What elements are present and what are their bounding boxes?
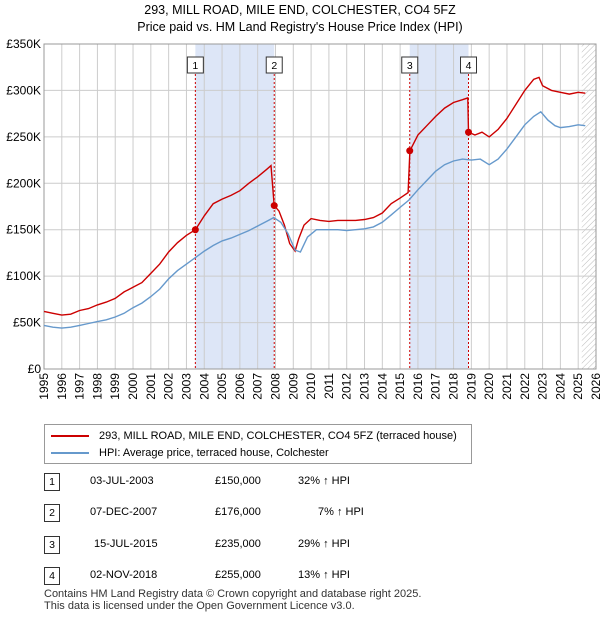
price-chart: 1 2 3 4 £0 £50K £100K £150K £200K £250K £300K £350K… [6, 37, 600, 400]
x-tick-label: 2008 [268, 373, 282, 400]
x-tick-label: 2003 [179, 373, 193, 400]
x-tick-label: 2018 [447, 373, 461, 400]
sale-number-box [401, 56, 419, 74]
x-tick-label: 1998 [90, 373, 104, 400]
sale-hpi-change: 7% ↑ HPI [318, 506, 364, 518]
shaded-ownership-range [409, 44, 469, 369]
sale-date: 02-NOV-2018 [90, 569, 158, 581]
sale-number-label: 1 [192, 60, 198, 72]
chart-legend: 293, MILL ROAD, MILE END, COLCHESTER, CO… [44, 424, 472, 464]
sale-price: £150,000 [215, 475, 261, 487]
table-row: 3 15-JUL-2015 £235,000 29% ↑ HPI [0, 536, 600, 556]
x-tick-label: 2017 [429, 373, 443, 400]
x-tick-label: 2002 [162, 373, 176, 400]
sale-number-box [460, 56, 478, 74]
x-tick-label: 2001 [144, 373, 158, 400]
x-tick-label: 1999 [108, 373, 122, 400]
sale-price: £255,000 [215, 569, 261, 581]
x-tick-label: 2012 [340, 373, 354, 400]
footer-line-copyright: Contains HM Land Registry data © Crown c… [44, 588, 422, 600]
sale-badge: 1 [44, 473, 60, 491]
x-tick-label: 2007 [251, 373, 265, 400]
x-tick-label: 2026 [589, 373, 600, 400]
sale-hpi-change: 13% ↑ HPI [298, 569, 350, 581]
x-tick-label: 2023 [536, 373, 550, 400]
sale-date: 03-JUL-2003 [90, 475, 154, 487]
sale-number-label: 2 [271, 60, 277, 72]
x-tick-label: 2010 [304, 373, 318, 400]
x-tick-label: 2000 [126, 373, 140, 400]
x-tick-label: 2004 [197, 373, 211, 400]
plot-frame [43, 43, 597, 370]
x-tick-label: 2019 [464, 373, 478, 400]
chart-title-address: 293, MILL ROAD, MILE END, COLCHESTER, CO… [144, 3, 456, 17]
x-tick-label: 2014 [375, 373, 389, 400]
y-tick-label: £250K [6, 130, 41, 144]
footer-line-licence: This data is licensed under the Open Gov… [44, 600, 355, 612]
x-tick-label: 2016 [411, 373, 425, 400]
price-paid-line [43, 76, 586, 316]
x-tick-label: 2011 [322, 373, 336, 399]
sale-price: £176,000 [215, 506, 261, 518]
x-tick-label: 2006 [233, 373, 247, 400]
x-tick-label: 1997 [73, 373, 87, 400]
legend-item-hpi: HPI: Average price, terraced house, Colc… [51, 445, 329, 461]
x-tick-label: 2009 [286, 373, 300, 400]
sale-date: 15-JUL-2015 [94, 538, 158, 550]
sale-point [406, 147, 414, 155]
y-tick-label: £300K [6, 83, 41, 97]
x-tick-label: 2015 [393, 373, 407, 400]
y-tick-label: £200K [6, 176, 41, 190]
y-tick-label: £350K [6, 37, 41, 51]
x-tick-label: 1995 [37, 373, 51, 400]
table-row: 1 03-JUL-2003 £150,000 32% ↑ HPI [0, 473, 600, 493]
shaded-ownership-range [195, 44, 275, 369]
x-tick-label: 1996 [55, 373, 69, 400]
sale-hpi-change: 29% ↑ HPI [298, 538, 350, 550]
y-tick-label: £100K [6, 269, 41, 283]
sale-hpi-change: 32% ↑ HPI [298, 475, 350, 487]
legend-item-price: 293, MILL ROAD, MILE END, COLCHESTER, CO… [51, 428, 457, 444]
legend-swatch-price [51, 435, 89, 437]
sale-point [465, 128, 473, 136]
x-tick-label: 2024 [553, 373, 567, 400]
sale-badge: 2 [44, 504, 60, 522]
chart-subtitle: Price paid vs. HM Land Registry's House … [137, 20, 463, 34]
sale-badge: 4 [44, 567, 60, 585]
sale-number-box [265, 56, 283, 74]
table-row: 4 02-NOV-2018 £255,000 13% ↑ HPI [0, 567, 600, 587]
legend-swatch-hpi [51, 452, 89, 454]
hpi-line [43, 110, 586, 329]
table-row: 2 07-DEC-2007 £176,000 7% ↑ HPI [0, 504, 600, 524]
sale-number-label: 4 [466, 60, 472, 72]
sale-point [191, 226, 199, 234]
x-tick-label: 2025 [571, 373, 585, 400]
sale-date: 07-DEC-2007 [90, 506, 158, 518]
x-tick-label: 2013 [358, 373, 372, 400]
x-tick-label: 2022 [518, 373, 532, 400]
x-tick-label: 2005 [215, 373, 229, 400]
legend-label-hpi: HPI: Average price, terraced house, Colc… [99, 447, 329, 459]
y-tick-label: £150K [6, 223, 41, 237]
y-tick-label: £50K [13, 316, 41, 330]
sale-number-label: 3 [407, 60, 413, 72]
legend-label-price: 293, MILL ROAD, MILE END, COLCHESTER, CO… [99, 430, 457, 442]
sale-number-box [186, 56, 204, 74]
y-tick-label: £0 [28, 362, 42, 376]
sale-price: £235,000 [215, 538, 261, 550]
sale-badge: 3 [44, 536, 60, 554]
sale-point [270, 202, 278, 210]
x-tick-label: 2021 [500, 373, 514, 400]
x-tick-label: 2020 [482, 373, 496, 400]
footer-attribution: Contains HM Land Registry data © Crown c… [44, 588, 421, 612]
